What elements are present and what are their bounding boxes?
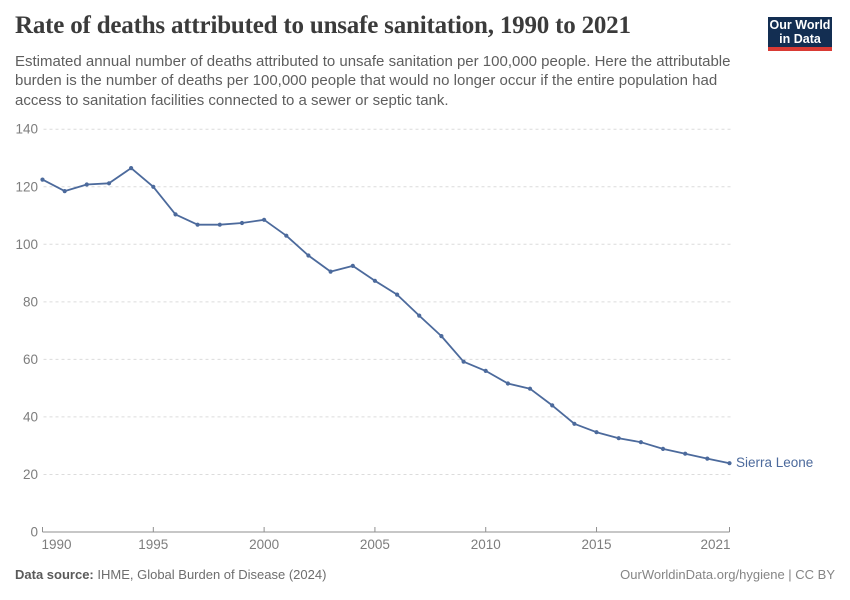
x-axis-tick-label: 2010	[471, 537, 501, 552]
data-point-marker[interactable]	[550, 403, 555, 408]
owid-logo-red-bar	[768, 47, 832, 51]
y-axis-tick-label: 80	[23, 294, 38, 309]
data-point-marker[interactable]	[129, 166, 134, 171]
x-axis-tick-label: 1990	[42, 537, 72, 552]
data-point-marker[interactable]	[350, 263, 355, 268]
data-point-marker[interactable]	[239, 220, 245, 226]
y-axis-tick-label: 120	[15, 179, 38, 194]
data-point-marker[interactable]	[151, 184, 156, 189]
data-point-marker[interactable]	[173, 212, 178, 217]
data-source-label: Data source:	[15, 567, 94, 582]
y-axis-tick-label: 100	[15, 237, 38, 252]
data-point-marker[interactable]	[84, 182, 89, 187]
data-point-marker[interactable]	[683, 451, 688, 456]
y-axis-tick-label: 0	[30, 525, 38, 540]
data-point-marker[interactable]	[106, 181, 112, 186]
data-point-marker[interactable]	[284, 233, 289, 238]
data-point-marker[interactable]	[217, 222, 222, 227]
data-point-marker[interactable]	[705, 456, 710, 461]
y-axis-tick-label: 140	[15, 122, 38, 137]
chart-subtitle: Estimated annual number of deaths attrib…	[15, 53, 731, 109]
y-axis-tick-label: 40	[23, 409, 38, 424]
owid-logo-text: Our World in Data	[768, 17, 832, 47]
trend-line-sierra-leone[interactable]	[41, 167, 731, 465]
chart-footer: Data source: IHME, Global Burden of Dise…	[15, 567, 835, 582]
data-point-marker[interactable]	[417, 313, 422, 318]
page-title: Rate of deaths attributed to unsafe sani…	[15, 12, 631, 39]
x-axis-tick-label: 2015	[582, 537, 612, 552]
owid-logo-line2: in Data	[779, 31, 821, 46]
owid-logo-line1: Our World	[769, 18, 831, 32]
series-end-label-sierra-leone[interactable]: Sierra Leone	[736, 455, 814, 471]
data-point-marker[interactable]	[372, 278, 377, 283]
y-axis-tick-label: 20	[23, 467, 38, 482]
data-point-marker[interactable]	[461, 359, 466, 364]
data-point-marker[interactable]	[505, 381, 510, 386]
data-source-note: Data source: IHME, Global Burden of Dise…	[15, 567, 326, 582]
y-axis-tick-label: 60	[23, 352, 38, 367]
owid-logo[interactable]: Our World in Data	[768, 17, 832, 51]
x-axis-tick-label: 2021	[700, 537, 730, 552]
data-point-marker[interactable]	[439, 334, 444, 339]
x-axis-tick-label: 1995	[138, 537, 168, 552]
data-point-marker[interactable]	[395, 292, 400, 297]
credit-link[interactable]: OurWorldinData.org/hygiene | CC BY	[620, 567, 835, 582]
x-axis-tick-label: 2005	[360, 537, 390, 552]
data-point-marker[interactable]	[40, 177, 45, 182]
x-axis-tick-label: 2000	[249, 537, 279, 552]
data-point-marker[interactable]	[660, 446, 666, 451]
data-point-marker[interactable]	[483, 368, 488, 373]
data-point-marker[interactable]	[62, 189, 67, 194]
data-point-marker[interactable]	[527, 386, 533, 391]
data-point-marker[interactable]	[594, 430, 599, 435]
data-point-marker[interactable]	[727, 461, 732, 466]
data-point-marker[interactable]	[262, 217, 267, 222]
data-point-marker[interactable]	[572, 421, 577, 426]
data-point-marker[interactable]	[328, 269, 333, 274]
data-source-text: IHME, Global Burden of Disease (2024)	[93, 567, 327, 582]
data-point-marker[interactable]	[306, 253, 311, 258]
data-point-marker[interactable]	[638, 440, 644, 445]
data-point-marker[interactable]	[195, 222, 200, 227]
data-point-marker[interactable]	[616, 436, 621, 441]
